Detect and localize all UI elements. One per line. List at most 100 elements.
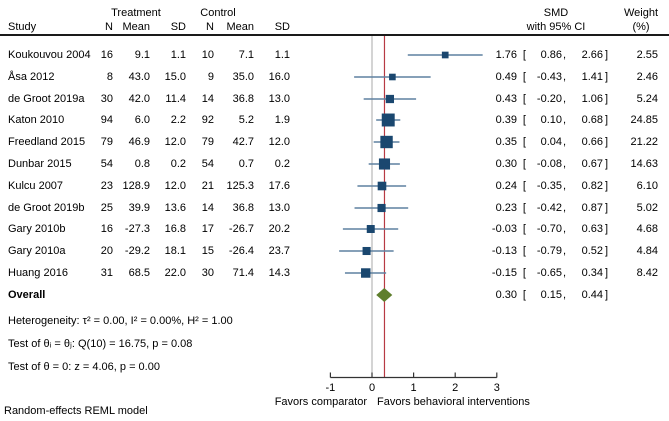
cell-t_n: 54	[100, 158, 113, 170]
smd-ci-cell-smd-hi: 1.41	[581, 71, 603, 83]
overall-smd-ci-cell-smd-br: [	[519, 289, 526, 301]
cell-c_mean: 42.7	[232, 136, 254, 148]
smd-ci-cell-smd-hi: 0.82	[581, 180, 603, 192]
smd-ci-cell-smd-cl: ]	[604, 245, 608, 257]
cell-t_sd: 11.4	[165, 93, 186, 105]
x-axis-tick-label: -1	[325, 382, 336, 394]
study-column-header: Study	[8, 21, 37, 33]
cell-c_n: 21	[201, 180, 214, 192]
smd-ci-cell-smd-lo: -0.43	[536, 71, 562, 83]
smd-ci-cell-smd-lo: 0.86	[540, 49, 562, 61]
cell-c_mean: 7.1	[238, 49, 254, 61]
cell-t_sd: 12.0	[164, 136, 186, 148]
weight-cell: 8.42	[636, 267, 658, 279]
effect-marker	[389, 73, 396, 81]
study-name: Katon 2010	[8, 114, 65, 126]
treatment-mean-header: Mean	[122, 21, 150, 33]
smd-ci-cell-smd-cm: ,	[562, 267, 566, 279]
treatment-sd-header: SD	[170, 21, 186, 33]
cell-t_sd: 1.1	[170, 49, 186, 61]
weight-cell: 4.84	[636, 245, 658, 257]
effect-marker	[377, 203, 386, 213]
cell-t_n: 23	[100, 180, 113, 192]
overall-smd-ci-cell-smd-hi: 0.44	[581, 289, 603, 301]
cell-t_n: 20	[100, 245, 113, 257]
weight-cell: 5.24	[636, 93, 658, 105]
study-name: Gary 2010a	[8, 245, 66, 257]
smd-ci-cell-smd-lo: -0.35	[536, 180, 562, 192]
smd-ci-cell-smd-v: -0.03	[491, 223, 517, 235]
smd-ci-cell-smd-hi: 1.06	[581, 93, 603, 105]
cell-c_mean: -26.7	[228, 223, 254, 235]
study-name: Koukouvou 2004	[8, 49, 91, 61]
overall-smd-ci-cell-smd-lo: 0.15	[540, 289, 562, 301]
cell-c_n: 17	[201, 223, 214, 235]
cell-t_n: 31	[100, 267, 113, 279]
cell-c_mean: 71.4	[232, 267, 254, 279]
smd-ci-cell-smd-cl: ]	[604, 180, 608, 192]
weight-cell: 6.10	[636, 180, 658, 192]
smd-ci-cell-smd-v: 0.43	[495, 93, 517, 105]
smd-ci-cell-smd-cm: ,	[562, 180, 566, 192]
cell-t_mean: 9.1	[134, 49, 150, 61]
smd-ci-cell-smd-br: [	[519, 71, 526, 83]
smd-ci-cell: -0.13 [-0.79, 0.52]	[483, 243, 608, 259]
effect-marker	[378, 158, 391, 170]
cell-c_mean: 35.0	[232, 71, 254, 83]
smd-ci-cell: 0.49 [-0.43, 1.41]	[483, 69, 608, 85]
weight-cell: 14.63	[630, 158, 658, 170]
smd-ci-cell-smd-cm: ,	[562, 93, 566, 105]
control-sd-header: SD	[274, 21, 290, 33]
study-name: Gary 2010b	[8, 223, 66, 235]
weight-cell: 2.55	[636, 49, 658, 61]
smd-ci-cell-smd-v: 0.23	[495, 202, 517, 214]
weight-header-line1: Weight	[623, 7, 659, 19]
smd-ci-cell-smd-cm: ,	[562, 245, 566, 257]
smd-ci-cell: 0.24 [-0.35, 0.82]	[483, 178, 608, 194]
cell-c_sd: 16.0	[268, 71, 290, 83]
smd-ci-cell-smd-hi: 0.87	[581, 202, 603, 214]
smd-ci-cell-smd-cl: ]	[604, 114, 608, 126]
smd-ci-cell-smd-hi: 0.52	[581, 245, 603, 257]
cell-c_sd: 14.3	[268, 267, 290, 279]
x-axis-tick-label: 3	[493, 382, 500, 394]
effect-marker	[366, 225, 375, 233]
cell-c_n: 30	[201, 267, 214, 279]
smd-ci-cell-smd-br: [	[519, 49, 526, 61]
weight-cell: 2.46	[636, 71, 658, 83]
cell-t_n: 94	[100, 114, 113, 126]
smd-ci-cell-smd-cm: ,	[562, 223, 566, 235]
overall-diamond	[376, 288, 393, 302]
smd-ci-cell-smd-br: [	[519, 223, 526, 235]
cell-c_n: 14	[201, 93, 214, 105]
smd-ci-cell-smd-br: [	[519, 93, 526, 105]
cell-t_mean: -29.2	[124, 245, 150, 257]
cell-t_sd: 2.2	[170, 114, 186, 126]
effect-marker	[441, 51, 449, 59]
cell-c_sd: 23.7	[268, 245, 290, 257]
cell-c_sd: 0.2	[274, 158, 290, 170]
study-name: Kulcu 2007	[8, 180, 64, 192]
effect-marker	[361, 268, 371, 278]
smd-ci-cell-smd-v: -0.13	[491, 245, 517, 257]
smd-ci-cell-smd-hi: 0.68	[581, 114, 603, 126]
cell-t_sd: 18.1	[164, 245, 186, 257]
smd-ci-cell: 1.76 [0.86, 2.66]	[483, 47, 608, 63]
study-name: Åsa 2012	[8, 71, 55, 83]
cell-c_n: 92	[201, 114, 214, 126]
smd-ci-cell-smd-hi: 0.67	[581, 158, 603, 170]
smd-ci-cell-smd-cm: ,	[562, 49, 566, 61]
smd-ci-cell: -0.03 [-0.70, 0.63]	[483, 221, 608, 237]
smd-ci-cell-smd-lo: -0.08	[536, 158, 562, 170]
weight-cell: 24.85	[630, 114, 658, 126]
cell-t_sd: 12.0	[164, 180, 186, 192]
smd-ci-cell: 0.23 [-0.42, 0.87]	[483, 200, 608, 216]
cell-c_mean: 36.8	[232, 93, 254, 105]
smd-ci-cell-smd-v: 0.39	[495, 114, 517, 126]
header-divider	[0, 34, 669, 36]
cell-c_mean: 0.7	[238, 158, 254, 170]
smd-ci-cell: -0.15 [-0.65, 0.34]	[483, 265, 608, 281]
cell-t_mean: 43.0	[128, 71, 150, 83]
cell-t_sd: 13.6	[164, 202, 186, 214]
